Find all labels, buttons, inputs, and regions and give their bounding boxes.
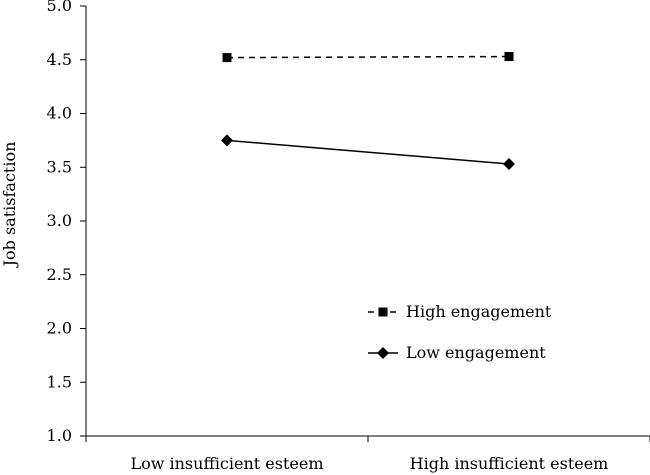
series-line-low-engagement [226,139,510,165]
data-point-low-engagement-0 [221,134,233,147]
x-axis: Low insufficient esteem High insufficient… [85,436,650,473]
legend-label: Low engagement [406,343,546,362]
y-tick-label: 4.0 [47,104,72,123]
legend-marker [377,347,389,359]
y-tick-label: 3.0 [47,211,72,230]
x-tick-label: High insufficient esteem [410,454,609,473]
legend-item-high-engagement: High engagement [368,302,552,321]
y-axis: 1.0 1.5 2.0 2.5 3.0 3.5 4.0 4.5 5.0 [47,0,86,445]
series-line-high-engagement [226,55,510,59]
y-tick-label: 3.5 [47,157,72,176]
y-tick-label: 2.0 [47,319,72,338]
y-tick-label: 1.5 [47,372,72,391]
y-tick-label: 2.5 [47,265,72,284]
x-tick-label: Low insufficient esteem [130,454,323,473]
y-tick-label: 4.5 [47,50,72,69]
y-axis-title: Job satisfaction [0,142,19,269]
plot-area [221,52,515,171]
data-point-high-engagement-1 [504,52,514,62]
data-point-low-engagement-1 [503,158,515,171]
series-low-engagement [221,134,515,171]
legend-item-low-engagement: Low engagement [368,343,546,362]
legend-label: High engagement [406,302,552,321]
legend-marker [378,307,388,317]
data-point-high-engagement-0 [222,53,232,63]
legend: High engagement Low engagement [368,302,552,362]
y-tick-label: 1.0 [47,426,72,445]
y-tick-label: 5.0 [47,0,72,15]
series-high-engagement [222,52,514,63]
